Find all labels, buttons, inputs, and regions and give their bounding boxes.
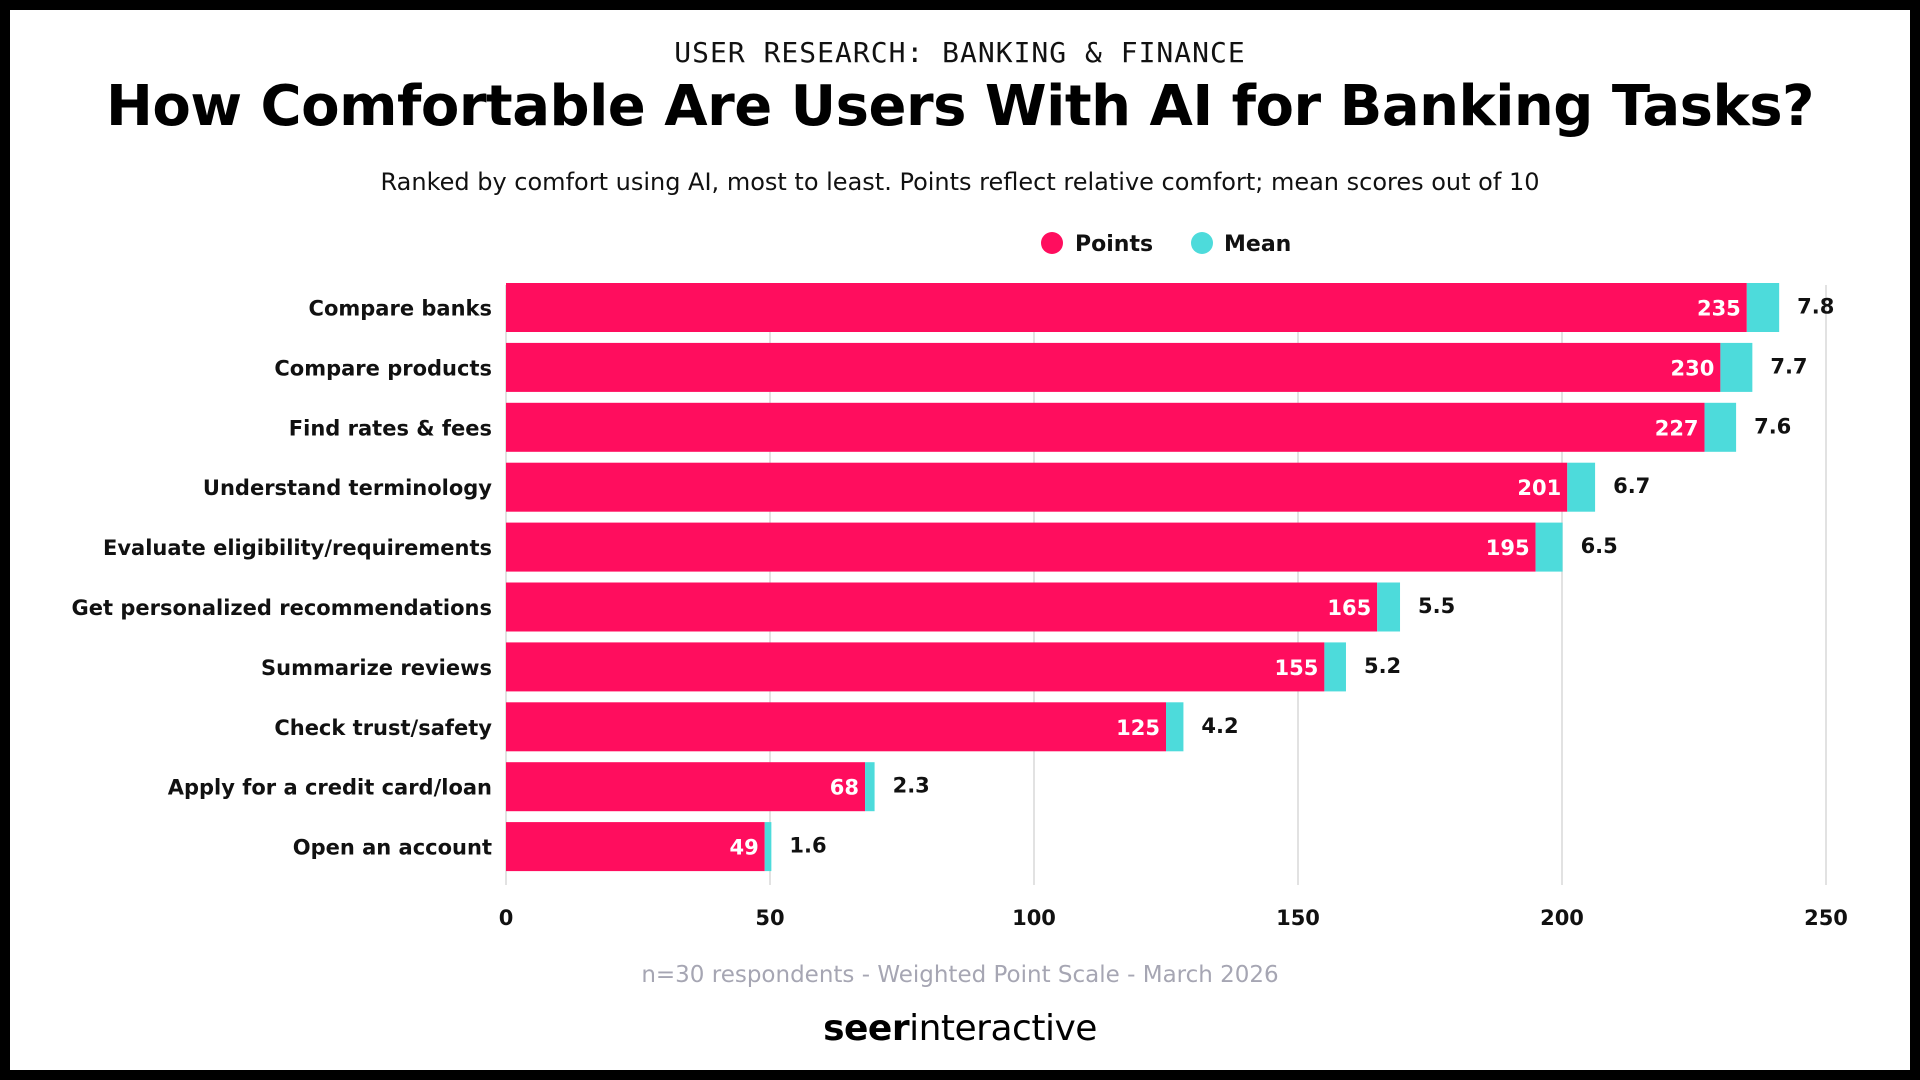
mean-bar bbox=[865, 762, 875, 812]
mean-value-label: 1.6 bbox=[789, 834, 826, 858]
category-label: Evaluate eligibility/requirements bbox=[103, 536, 492, 560]
x-tick-label: 50 bbox=[755, 906, 784, 930]
mean-value-label: 7.8 bbox=[1797, 295, 1834, 319]
mean-value-label: 6.5 bbox=[1581, 534, 1618, 558]
legend-label-points: Points bbox=[1075, 232, 1153, 257]
mean-bar bbox=[1377, 582, 1401, 632]
mean-value-label: 2.3 bbox=[893, 774, 930, 798]
mean-bar bbox=[1704, 402, 1737, 452]
legend: Points Mean bbox=[1041, 232, 1291, 257]
points-bar bbox=[506, 642, 1325, 692]
points-bar bbox=[506, 283, 1747, 332]
mean-bar bbox=[1746, 283, 1780, 332]
brand-logo-light: interactive bbox=[909, 1008, 1097, 1049]
mean-bar bbox=[1535, 522, 1563, 572]
points-value-label: 195 bbox=[1486, 536, 1530, 560]
points-value-label: 68 bbox=[830, 776, 859, 800]
category-label: Open an account bbox=[293, 836, 492, 860]
mean-value-label: 5.2 bbox=[1364, 654, 1401, 678]
x-tick-label: 200 bbox=[1540, 906, 1584, 930]
legend-dot-mean bbox=[1191, 232, 1213, 254]
points-bar bbox=[506, 402, 1705, 452]
points-bar bbox=[506, 462, 1568, 512]
mean-bar bbox=[764, 822, 772, 872]
points-bar bbox=[506, 762, 866, 812]
x-tick-label: 250 bbox=[1804, 906, 1848, 930]
chart-title: How Comfortable Are Users With AI for Ba… bbox=[105, 74, 1815, 139]
category-label: Compare banks bbox=[309, 297, 492, 321]
legend-dot-points bbox=[1041, 232, 1063, 254]
category-label: Check trust/safety bbox=[274, 716, 492, 740]
mean-bar bbox=[1567, 462, 1596, 512]
x-tick-label: 100 bbox=[1012, 906, 1056, 930]
chart-card: USER RESEARCH: BANKING & FINANCE How Com… bbox=[10, 10, 1910, 1070]
points-value-label: 235 bbox=[1697, 297, 1741, 321]
points-value-label: 165 bbox=[1327, 596, 1371, 620]
category-label: Get personalized recommendations bbox=[72, 596, 492, 620]
bars bbox=[506, 283, 1780, 872]
points-value-label: 230 bbox=[1671, 356, 1715, 380]
footnote: n=30 respondents - Weighted Point Scale … bbox=[641, 962, 1279, 988]
mean-value-label: 5.5 bbox=[1418, 594, 1455, 618]
labels: 0 50 100 150 200 250 Compare banks 235 7.8 Compar… bbox=[72, 295, 1848, 931]
points-value-label: 201 bbox=[1517, 476, 1561, 500]
mean-value-label: 7.6 bbox=[1754, 414, 1791, 438]
points-value-label: 155 bbox=[1275, 656, 1319, 680]
kicker-label: USER RESEARCH: BANKING & FINANCE bbox=[674, 36, 1246, 69]
mean-bar bbox=[1720, 342, 1753, 392]
mean-bar bbox=[1324, 642, 1346, 692]
category-label: Summarize reviews bbox=[261, 656, 492, 680]
x-tick-label: 150 bbox=[1276, 906, 1320, 930]
points-bar bbox=[506, 582, 1378, 632]
brand-logo: seerinteractive bbox=[10, 1008, 1910, 1049]
mean-bar bbox=[1166, 702, 1184, 752]
category-label: Understand terminology bbox=[203, 476, 492, 500]
points-bar bbox=[506, 822, 765, 872]
legend-label-mean: Mean bbox=[1224, 232, 1291, 257]
mean-value-label: 6.7 bbox=[1613, 474, 1650, 498]
chart-subtitle: Ranked by comfort using AI, most to leas… bbox=[380, 168, 1540, 196]
points-value-label: 125 bbox=[1116, 716, 1160, 740]
category-label: Apply for a credit card/loan bbox=[168, 776, 492, 800]
category-label: Compare products bbox=[274, 356, 492, 380]
points-bar bbox=[506, 522, 1536, 572]
x-tick-label: 0 bbox=[499, 906, 514, 930]
category-label: Find rates & fees bbox=[289, 416, 492, 440]
points-bar bbox=[506, 702, 1166, 752]
points-bar bbox=[506, 342, 1721, 392]
points-value-label: 49 bbox=[729, 836, 758, 860]
brand-logo-strong: seer bbox=[823, 1008, 910, 1049]
bar-chart: 0 50 100 150 200 250 Compare banks 235 7.8 Compar… bbox=[72, 232, 1848, 931]
mean-value-label: 7.7 bbox=[1770, 354, 1807, 378]
points-value-label: 227 bbox=[1655, 416, 1699, 440]
mean-value-label: 4.2 bbox=[1201, 714, 1238, 738]
